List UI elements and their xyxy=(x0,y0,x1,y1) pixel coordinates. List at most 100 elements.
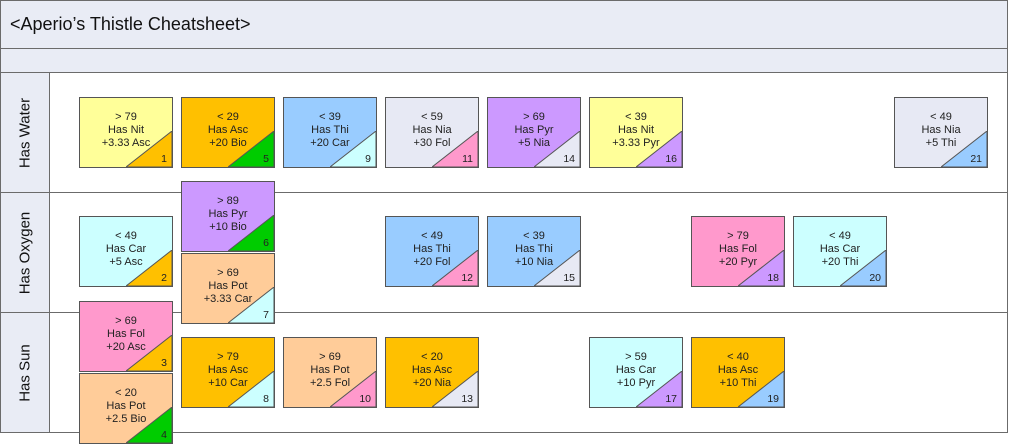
card-number: 14 xyxy=(563,153,575,165)
card-line-l2: Has Pyr xyxy=(208,208,248,220)
card-line-l2: Has Asc xyxy=(411,364,453,376)
card-corner-triangle xyxy=(126,250,172,286)
card-line-l1: < 49 xyxy=(829,230,851,242)
card-line-l3: +2.5 Bio xyxy=(105,413,147,425)
card-line-l1: > 69 xyxy=(217,267,239,279)
card-number: 19 xyxy=(767,393,779,405)
card-line-l3: +10 Thi xyxy=(719,377,757,389)
card-number: 12 xyxy=(461,272,473,284)
card-line-l1: < 39 xyxy=(625,111,647,123)
card-corner-triangle xyxy=(126,407,172,443)
card-line-l2: Has Car xyxy=(819,243,861,255)
card-line-l1: < 49 xyxy=(421,230,443,242)
card-line-l2: Has Asc xyxy=(717,364,759,376)
card-19: < 40 Has Asc +10 Thi 19 xyxy=(691,337,785,408)
card-text: < 20 Has Asc +20 Nia xyxy=(386,351,478,390)
card-line-l3: +10 Car xyxy=(208,377,248,389)
card-line-l1: > 69 xyxy=(523,111,545,123)
lane-header-water: Has Water xyxy=(1,73,50,192)
page-title: <Aperio’s Thistle Cheatsheet> xyxy=(10,14,251,34)
card-line-l2: Has Nia xyxy=(412,124,452,136)
card-line-l3: +10 Pyr xyxy=(616,377,656,389)
lane-label-oxygen: Has Oxygen xyxy=(16,211,34,294)
card-line-l3: +10 Nia xyxy=(514,256,554,268)
card-17: > 59 Has Car +10 Pyr 17 xyxy=(589,337,683,408)
card-corner-triangle xyxy=(636,371,682,407)
lane-header-oxygen: Has Oxygen xyxy=(1,193,50,312)
card-number: 8 xyxy=(263,393,269,405)
card-line-l2: Has Fol xyxy=(719,243,757,255)
card-number: 2 xyxy=(161,272,167,284)
card-line-l3: +5 Nia xyxy=(517,137,551,149)
card-number: 17 xyxy=(665,393,677,405)
card-number: 3 xyxy=(161,357,167,369)
card-line-l3: +5 Thi xyxy=(925,137,957,149)
card-1: > 79 Has Nit +3.33 Asc 1 xyxy=(79,97,173,168)
card-number: 7 xyxy=(263,309,269,321)
card-text: > 79 Has Asc +10 Car xyxy=(182,351,274,390)
card-corner-triangle xyxy=(330,131,376,167)
card-line-l3: +3.33 Pyr xyxy=(612,137,660,149)
card-line-l1: > 69 xyxy=(319,351,341,363)
card-number: 5 xyxy=(263,153,269,165)
card-line-l2: Has Asc xyxy=(207,124,249,136)
card-corner-triangle xyxy=(432,131,478,167)
card-number: 15 xyxy=(563,272,575,284)
card-15: < 39 Has Thi +10 Nia 15 xyxy=(487,216,581,287)
card-line-l2: Has Pot xyxy=(208,280,248,292)
card-corner-triangle xyxy=(432,371,478,407)
card-text: < 39 Has Thi +10 Nia xyxy=(488,230,580,269)
card-line-l1: < 39 xyxy=(523,230,545,242)
card-8: > 79 Has Asc +10 Car 8 xyxy=(181,337,275,408)
card-text: < 49 Has Car +5 Asc xyxy=(80,230,172,269)
card-line-l2: Has Nit xyxy=(107,124,145,136)
card-4: < 20 Has Pot +2.5 Bio 4 xyxy=(79,373,173,444)
card-line-l1: > 79 xyxy=(727,230,749,242)
card-text: > 69 Has Fol +20 Asc xyxy=(80,315,172,354)
card-corner-triangle xyxy=(126,335,172,371)
lane-label-sun: Has Sun xyxy=(16,343,34,402)
card-line-l1: < 49 xyxy=(115,230,137,242)
card-corner-triangle xyxy=(228,131,274,167)
card-number: 1 xyxy=(161,153,167,165)
card-2: < 49 Has Car +5 Asc 2 xyxy=(79,216,173,287)
card-line-l1: < 59 xyxy=(421,111,443,123)
card-line-l2: Has Fol xyxy=(107,328,145,340)
card-line-l2: Has Car xyxy=(615,364,657,376)
card-18: > 79 Has Fol +20 Pyr 18 xyxy=(691,216,785,287)
title-bar: <Aperio’s Thistle Cheatsheet> xyxy=(0,0,1008,49)
card-line-l2: Has Pyr xyxy=(514,124,554,136)
card-line-l3: +3.33 Asc xyxy=(101,137,151,149)
card-corner-triangle xyxy=(534,131,580,167)
card-text: > 69 Has Pot +2.5 Fol xyxy=(284,351,376,390)
card-text: < 59 Has Nia +30 Fol xyxy=(386,111,478,150)
card-number: 4 xyxy=(161,429,167,441)
card-10: > 69 Has Pot +2.5 Fol 10 xyxy=(283,337,377,408)
card-text: < 39 Has Nit +3.33 Pyr xyxy=(590,111,682,150)
card-line-l3: +3.33 Car xyxy=(203,293,253,305)
card-text: > 69 Has Pot +3.33 Car xyxy=(182,267,274,306)
card-line-l3: +20 Nia xyxy=(412,377,452,389)
card-line-l3: +5 Asc xyxy=(109,256,143,268)
card-corner-triangle xyxy=(941,131,987,167)
card-number: 16 xyxy=(665,153,677,165)
card-line-l1: < 40 xyxy=(727,351,749,363)
card-text: > 79 Has Fol +20 Pyr xyxy=(692,230,784,269)
card-line-l1: > 59 xyxy=(625,351,647,363)
card-line-l2: Has Pot xyxy=(106,400,146,412)
card-number: 6 xyxy=(263,237,269,249)
card-16: < 39 Has Nit +3.33 Pyr 16 xyxy=(589,97,683,168)
card-line-l2: Has Car xyxy=(105,243,147,255)
card-number: 13 xyxy=(461,393,473,405)
card-text: < 40 Has Asc +10 Thi xyxy=(692,351,784,390)
card-line-l1: > 69 xyxy=(115,315,137,327)
card-line-l1: > 79 xyxy=(115,111,137,123)
card-3: > 69 Has Fol +20 Asc 3 xyxy=(79,301,173,372)
card-corner-triangle xyxy=(126,131,172,167)
card-line-l2: Has Nit xyxy=(617,124,655,136)
card-9: < 39 Has Thi +20 Car 9 xyxy=(283,97,377,168)
card-text: < 49 Has Car +20 Thi xyxy=(794,230,886,269)
card-line-l3: +30 Fol xyxy=(413,137,451,149)
card-line-l1: < 20 xyxy=(421,351,443,363)
